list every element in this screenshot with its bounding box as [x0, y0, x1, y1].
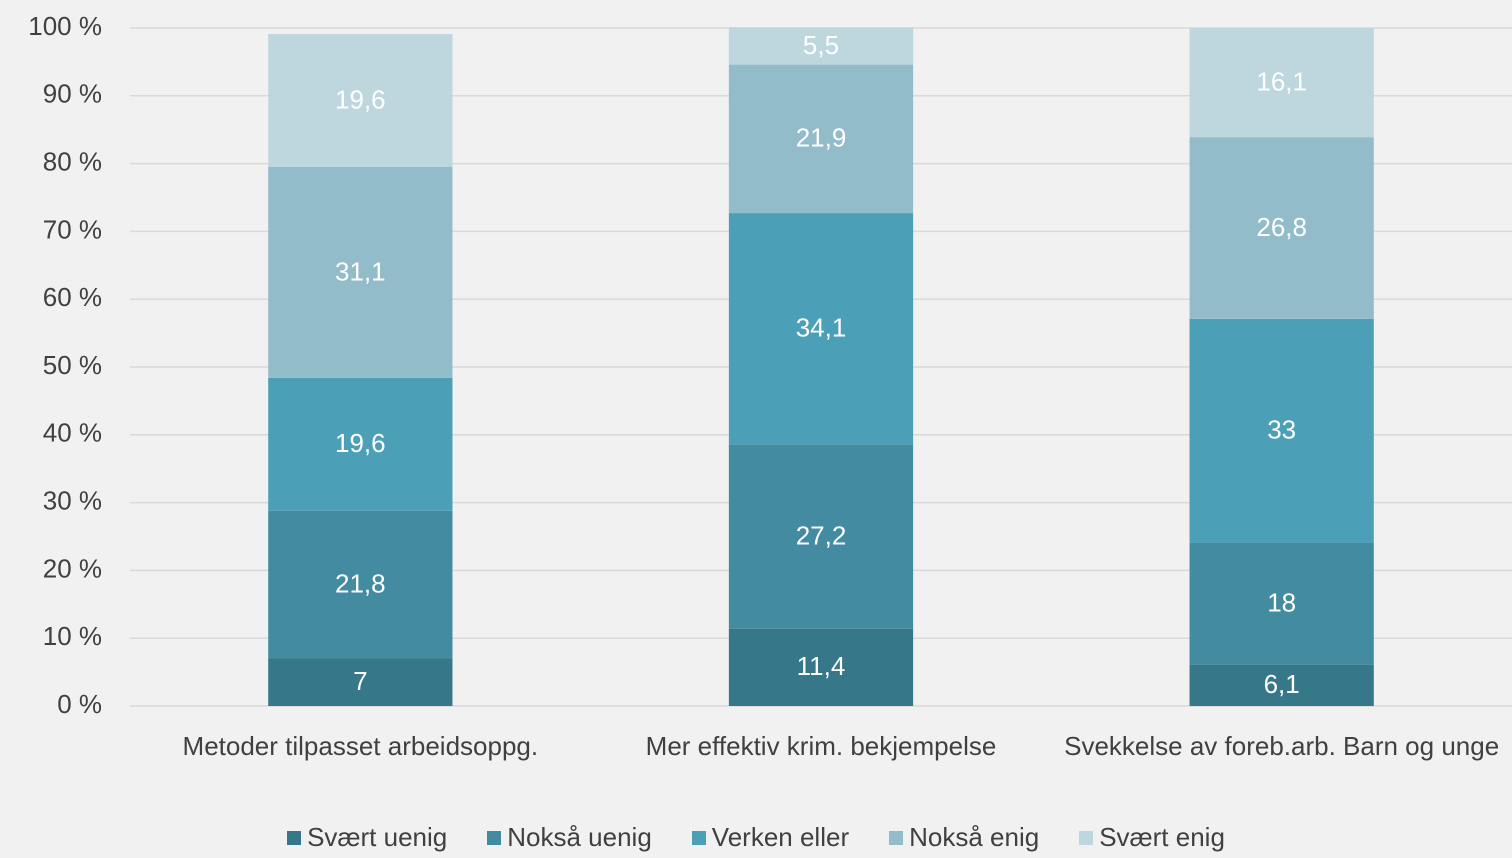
- bar-segment: [728, 444, 914, 629]
- x-tick-label: Svekkelse av foreb.arb. Barn og unge: [1064, 731, 1500, 761]
- legend-item: Svært enig: [1079, 822, 1225, 853]
- data-label: 19,6: [335, 84, 386, 114]
- y-tick-label: 30 %: [43, 485, 102, 515]
- bar-segment: [728, 64, 914, 214]
- legend-label: Svært uenig: [307, 822, 448, 852]
- legend-item: Svært uenig: [287, 822, 447, 853]
- data-label: 34,1: [796, 313, 847, 343]
- bar-segment: [728, 628, 914, 706]
- data-label: 5,5: [803, 30, 839, 60]
- data-label: 19,6: [335, 428, 386, 458]
- bar-segment: [728, 27, 914, 65]
- bar-segment: [1189, 28, 1374, 138]
- legend-swatch: [691, 830, 706, 845]
- bar-segment: [268, 377, 453, 511]
- bar-segment: [268, 510, 453, 659]
- legend-label: Svært enig: [1099, 822, 1225, 852]
- data-label: 6,1: [1264, 669, 1300, 699]
- legend-label: Verken eller: [711, 822, 850, 852]
- legend-swatch: [487, 830, 502, 845]
- bar-segment: [1189, 137, 1374, 319]
- bar-segment: [1189, 542, 1374, 665]
- y-tick-label: 10 %: [43, 621, 102, 651]
- data-label: 16,1: [1256, 66, 1307, 96]
- x-tick-label: Mer effektiv krim. bekjempelse: [645, 731, 997, 761]
- data-label: 26,8: [1256, 212, 1307, 242]
- y-tick-label: 90 %: [43, 79, 102, 109]
- data-label: 31,1: [335, 256, 386, 286]
- data-label: 21,9: [796, 123, 847, 153]
- bar-segment: [728, 213, 914, 445]
- data-label: 21,8: [335, 569, 386, 599]
- y-tick-label: 40 %: [43, 418, 102, 448]
- legend-label: Nokså uenig: [507, 822, 652, 852]
- bar-segment: [1189, 664, 1374, 706]
- y-tick-label: 50 %: [43, 350, 102, 380]
- legend-swatch: [889, 830, 904, 845]
- x-tick-label: Metoder tilpasset arbeidsoppg.: [182, 731, 539, 761]
- data-label: 18: [1267, 587, 1296, 617]
- y-tick-label: 100 %: [28, 11, 102, 41]
- legend-item: Nokså uenig: [487, 822, 652, 853]
- legend-label: Nokså enig: [909, 822, 1040, 852]
- y-tick-label: 60 %: [43, 282, 102, 312]
- legend-item: Nokså enig: [889, 822, 1039, 853]
- legend-swatch: [1079, 830, 1094, 845]
- legend-item: Verken eller: [691, 822, 850, 853]
- data-label: 7: [353, 666, 367, 696]
- y-tick-label: 80 %: [43, 146, 102, 176]
- data-label: 33: [1267, 415, 1296, 445]
- data-label: 27,2: [796, 520, 847, 550]
- bar-segment: [268, 34, 453, 167]
- data-label: 11,4: [797, 651, 846, 681]
- legend: Svært uenig Nokså uenig Verken eller Nokså …: [0, 822, 1512, 853]
- y-tick-label: 0 %: [57, 689, 102, 719]
- bar-segment: [268, 658, 453, 706]
- legend-swatch: [287, 830, 302, 845]
- y-tick-label: 70 %: [43, 214, 102, 244]
- bar-segment: [268, 166, 453, 378]
- bar-segment: [1189, 318, 1374, 543]
- y-tick-label: 20 %: [43, 553, 102, 583]
